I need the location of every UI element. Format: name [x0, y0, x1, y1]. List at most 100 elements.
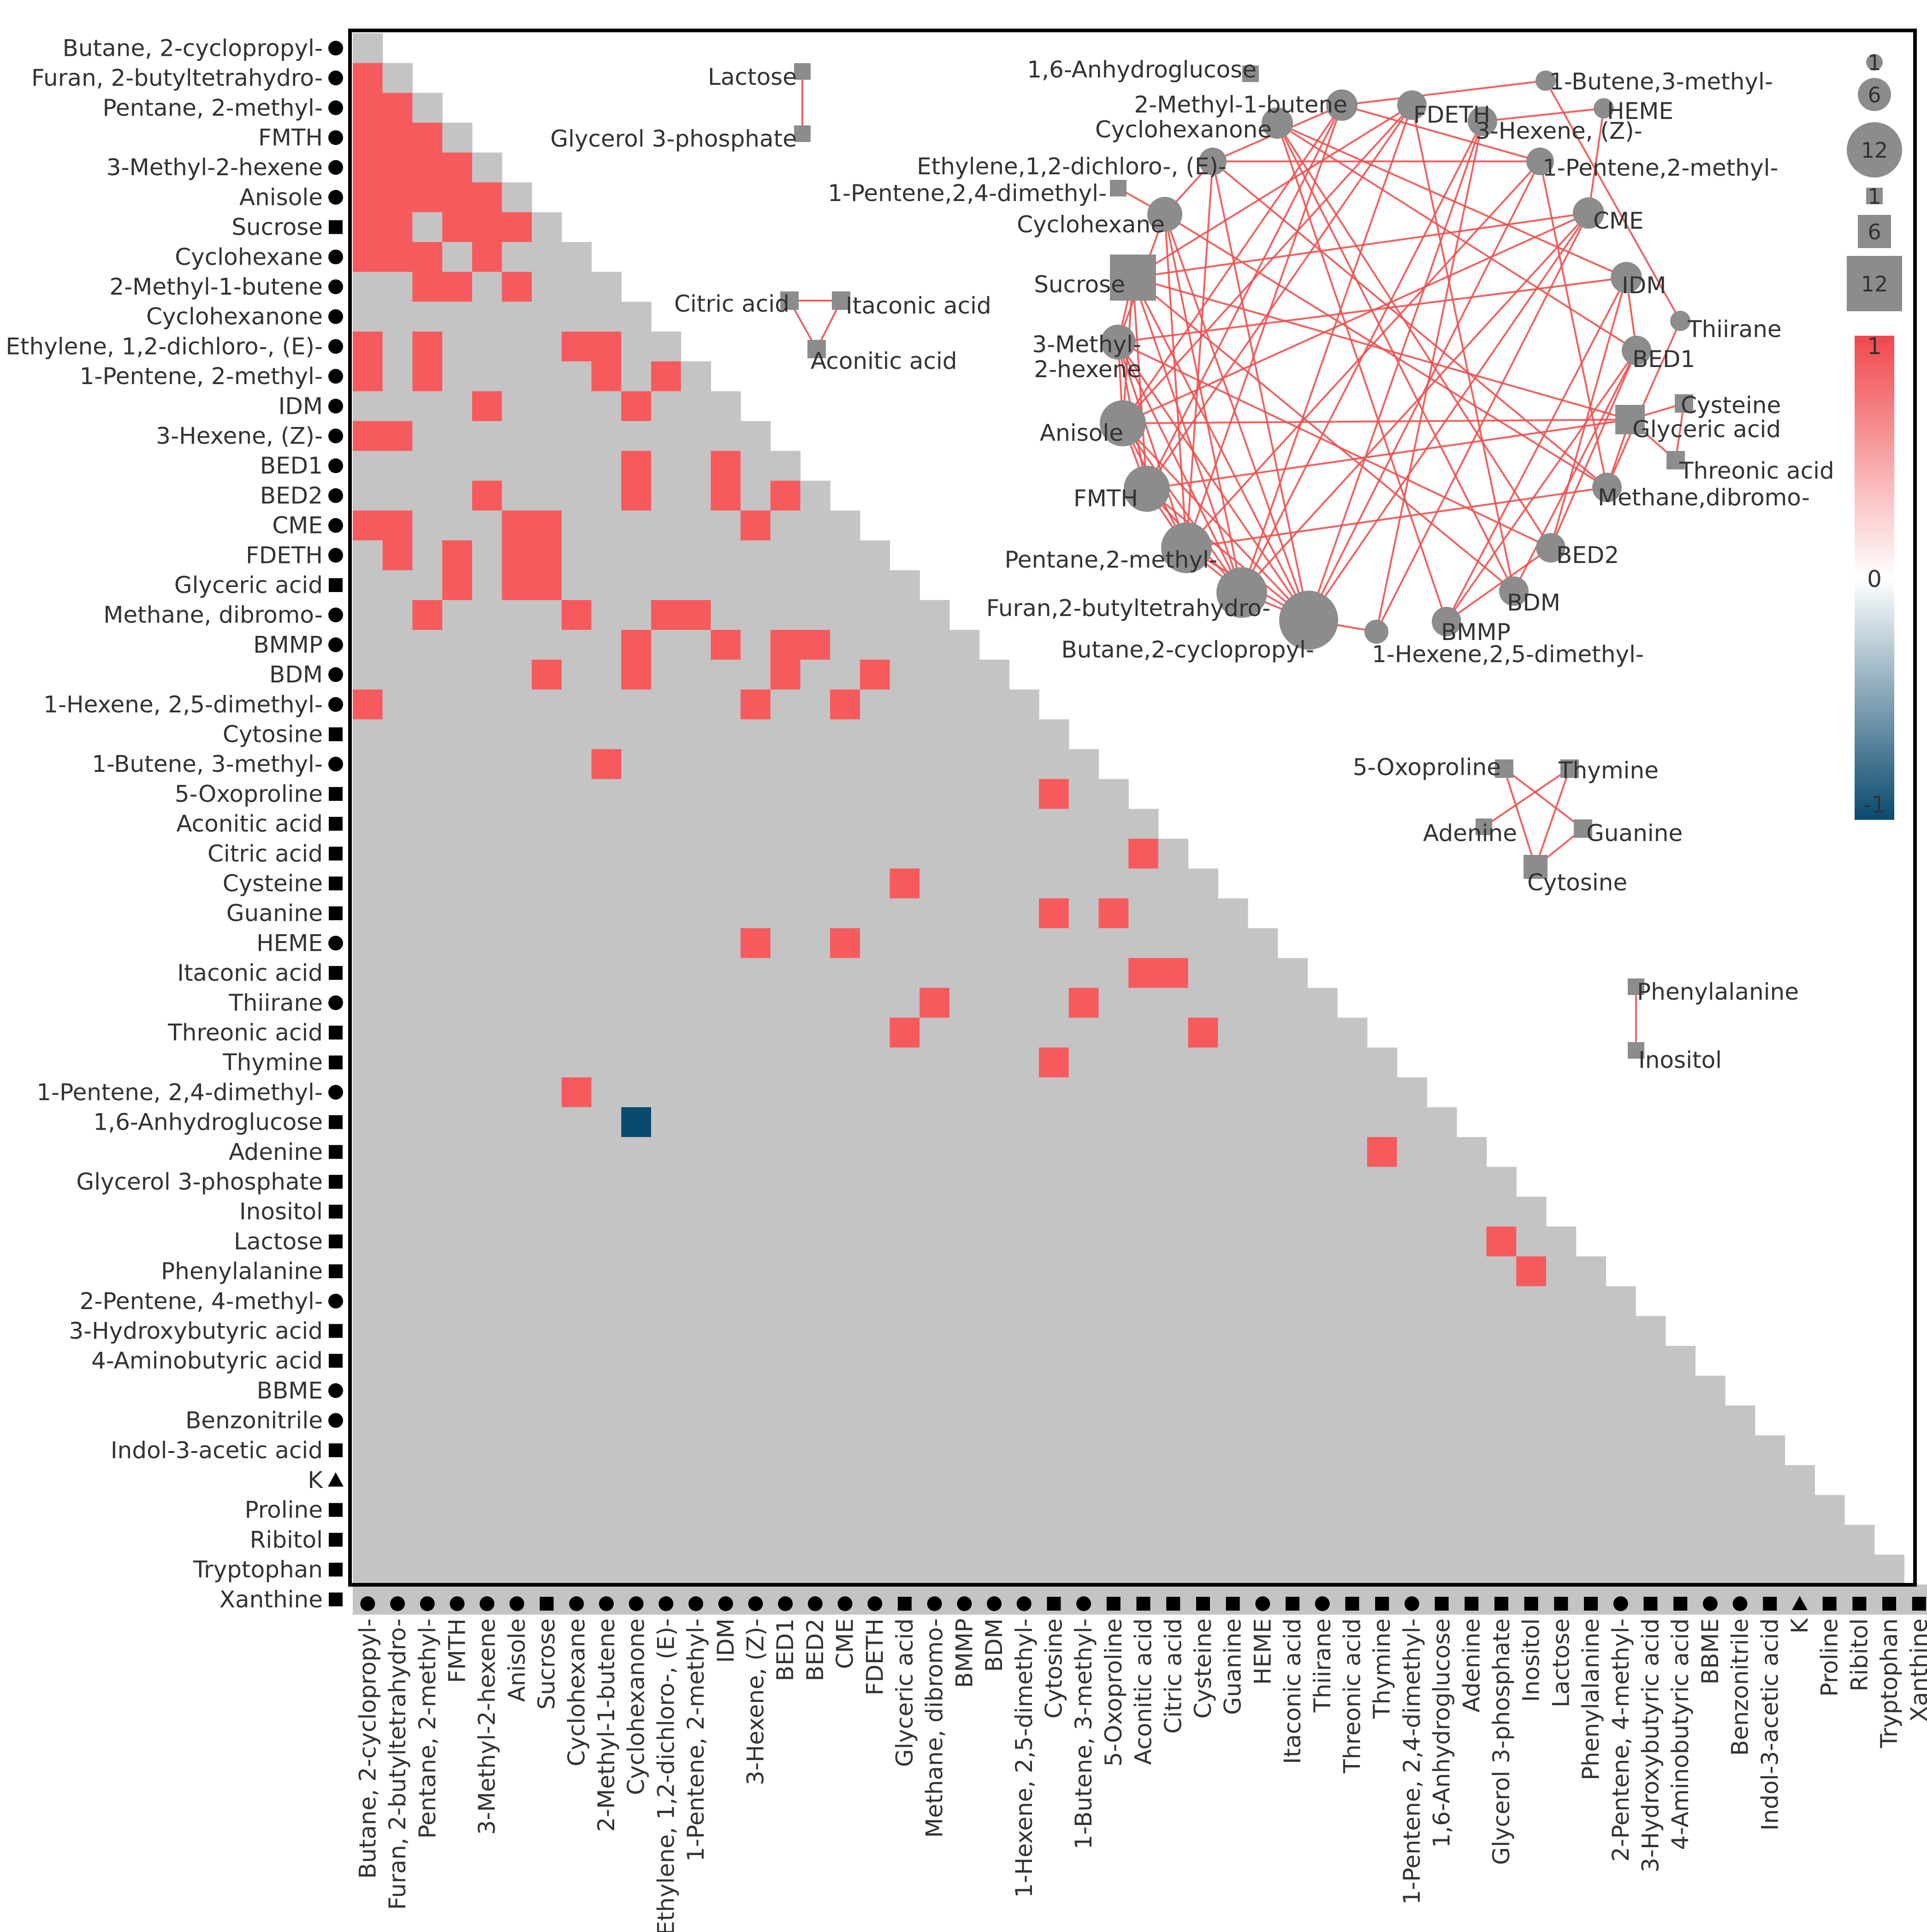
- heatmap-cell-46-9: [621, 1405, 652, 1436]
- heatmap-cell-49-43: [1636, 1495, 1666, 1525]
- heatmap-cell-38-9: [621, 1167, 652, 1197]
- heatmap-cell-25-10: [651, 779, 682, 809]
- heatmap-cell-31-22: [1009, 958, 1039, 988]
- heatmap-cell-36-11: [681, 1107, 711, 1138]
- heatmap-cell-24-15: [800, 749, 830, 780]
- row-marker-3-hexene-z: [328, 428, 343, 444]
- heatmap-cell-42-4: [472, 1286, 503, 1316]
- heatmap-cell-18-16: [830, 570, 860, 600]
- heatmap-cell-21-13: [741, 659, 771, 690]
- heatmap-cell-22-18: [889, 689, 920, 720]
- size-legend-square-label-1: 1: [1868, 184, 1881, 209]
- heatmap-cell-27-27: [1158, 838, 1189, 869]
- heatmap-cell-27-12: [711, 838, 741, 869]
- heatmap-cell-51-8: [591, 1554, 622, 1585]
- heatmap-cell-41-24: [1068, 1256, 1099, 1286]
- heatmap-cell-47-37: [1456, 1435, 1487, 1466]
- heatmap-cell-34-31: [1277, 1047, 1308, 1078]
- col-label-1-pentene-2-4-dimethyl: 1-Pentene, 2,4-dimethyl-: [1399, 1618, 1425, 1905]
- network-node-itaconic-acid: [832, 291, 850, 310]
- heatmap-cell-34-3: [442, 1047, 473, 1078]
- heatmap-cell-17-12: [711, 540, 741, 571]
- heatmap-cell-3-2: [412, 123, 443, 153]
- heatmap-cell-46-33: [1337, 1405, 1368, 1436]
- col-label-ribitol: Ribitol: [1846, 1618, 1873, 1691]
- col-marker-lactose: [1554, 1597, 1568, 1611]
- heatmap-cell-32-13: [741, 988, 771, 1018]
- heatmap-cell-38-34: [1367, 1167, 1398, 1197]
- heatmap-cell-33-31: [1277, 1018, 1308, 1048]
- heatmap-cell-42-12: [711, 1286, 741, 1316]
- heatmap-cell-47-34: [1367, 1435, 1398, 1466]
- heatmap-cell-44-15: [800, 1345, 830, 1376]
- heatmap-cell-40-7: [561, 1227, 592, 1257]
- heatmap-cell-50-43: [1636, 1525, 1666, 1555]
- col-marker-methane-dibromo: [927, 1596, 942, 1611]
- colorbar-tick-1: 1: [1867, 333, 1882, 360]
- heatmap-cell-42-8: [591, 1286, 622, 1316]
- heatmap-cell-7-4: [472, 242, 503, 273]
- heatmap-cell-49-18: [889, 1495, 920, 1525]
- heatmap-cell-48-44: [1665, 1465, 1696, 1495]
- heatmap-cell-25-24: [1068, 779, 1099, 809]
- heatmap-cell-34-22: [1009, 1047, 1039, 1078]
- heatmap-cell-41-38: [1486, 1256, 1517, 1286]
- heatmap-cell-46-41: [1576, 1405, 1606, 1436]
- heatmap-cell-28-16: [830, 868, 860, 899]
- heatmap-cell-41-34: [1367, 1256, 1398, 1286]
- heatmap-cell-42-23: [1039, 1286, 1069, 1316]
- heatmap-cell-38-28: [1188, 1167, 1218, 1197]
- network-edge-1-pentene-2-methyl--methane-dibromo: [1539, 161, 1608, 488]
- heatmap-cell-47-38: [1486, 1435, 1517, 1466]
- colorbar-tick-1: -1: [1863, 791, 1886, 818]
- heatmap-cell-43-24: [1068, 1316, 1099, 1346]
- row-label-bdm: BDM: [269, 661, 323, 688]
- heatmap-cell-43-12: [711, 1316, 741, 1346]
- heatmap-cell-40-5: [502, 1227, 532, 1257]
- network-label-line: 2-Methyl-1-butene: [1134, 91, 1347, 118]
- heatmap-cell-25-18: [889, 779, 920, 809]
- heatmap-cell-42-7: [561, 1286, 592, 1316]
- heatmap-cell-30-20: [949, 928, 980, 959]
- heatmap-cell-49-4: [472, 1495, 503, 1525]
- heatmap-cell-24-21: [979, 749, 1009, 780]
- heatmap-cell-51-13: [741, 1554, 771, 1585]
- heatmap-cell-27-10: [651, 838, 682, 869]
- heatmap-cell-40-32: [1307, 1227, 1338, 1257]
- heatmap-cell-27-14: [770, 838, 801, 869]
- heatmap-cell-38-31: [1277, 1167, 1308, 1197]
- heatmap-cell-19-18: [889, 600, 920, 630]
- heatmap-cell-39-10: [651, 1197, 682, 1227]
- network-edge-cyclohexanone--bdm: [1276, 123, 1515, 592]
- heatmap-cell-35-3: [442, 1077, 473, 1108]
- heatmap-cell-25-16: [830, 779, 860, 809]
- heatmap-cell-27-24: [1068, 838, 1099, 869]
- heatmap-cell-49-7: [561, 1495, 592, 1525]
- heatmap-cell-51-36: [1427, 1554, 1457, 1585]
- network-label-line: Guanine: [1586, 820, 1683, 847]
- row-marker-itaconic-acid: [329, 966, 343, 980]
- heatmap-cell-40-24: [1068, 1227, 1099, 1257]
- network-label-cme: CME: [1593, 207, 1644, 234]
- col-marker-bed2: [807, 1596, 823, 1611]
- heatmap-cell-20-0: [353, 630, 383, 660]
- heatmap-cell-51-10: [651, 1554, 682, 1585]
- heatmap-cell-18-0: [353, 570, 383, 600]
- heatmap-cell-49-34: [1367, 1495, 1398, 1525]
- network-node-inositol: [1628, 1042, 1644, 1059]
- heatmap-cell-49-28: [1188, 1495, 1218, 1525]
- heatmap-cell-44-23: [1039, 1345, 1069, 1376]
- heatmap-cell-17-7: [561, 540, 592, 571]
- heatmap-cell-34-5: [502, 1047, 532, 1078]
- row-label-indol-3-acetic-acid: Indol-3-acetic acid: [111, 1437, 323, 1464]
- heatmap-cell-47-23: [1039, 1435, 1069, 1466]
- network-label-line: Cytosine: [1527, 869, 1627, 896]
- heatmap-cell-45-16: [830, 1375, 860, 1406]
- heatmap-cell-49-41: [1576, 1495, 1606, 1525]
- row-marker-ribitol: [329, 1533, 343, 1547]
- col-label-threonic-acid: Threonic acid: [1339, 1618, 1365, 1774]
- heatmap-cell-23-3: [442, 719, 473, 750]
- heatmap-cell-42-37: [1456, 1286, 1487, 1316]
- heatmap-cell-27-16: [830, 838, 860, 869]
- network-node-aconitic-acid: [807, 340, 826, 358]
